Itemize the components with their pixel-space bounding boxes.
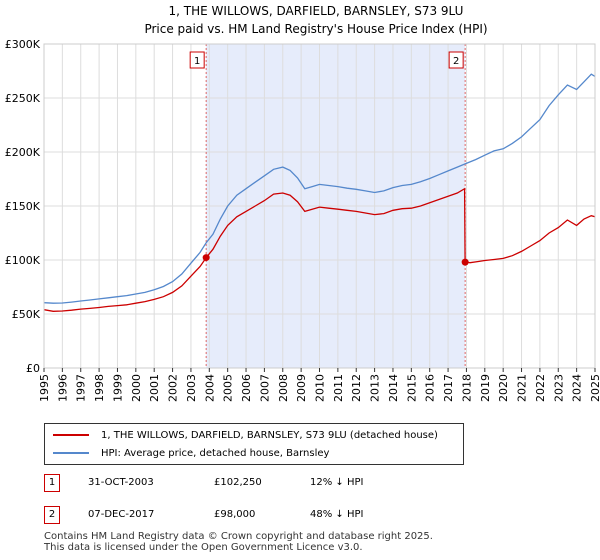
x-tick-label: 1997	[75, 374, 88, 402]
x-tick-label: 1995	[38, 374, 51, 402]
legend-item-property: 1, THE WILLOWS, DARFIELD, BARNSLEY, S73 …	[45, 426, 438, 444]
legend-label-hpi: HPI: Average price, detached house, Barn…	[101, 447, 330, 459]
sale-row-1: 1 31-OCT-2003 £102,250 12% ↓ HPI	[44, 474, 464, 494]
footer-line-2: This data is licensed under the Open Gov…	[44, 542, 363, 553]
x-tick-label: 2000	[130, 374, 143, 402]
y-tick-label: £100K	[5, 254, 41, 267]
x-tick-label: 2005	[222, 374, 235, 402]
x-tick-label: 2011	[332, 374, 345, 402]
hpi-series-line	[43, 73, 596, 304]
legend-item-hpi: HPI: Average price, detached house, Barn…	[45, 444, 329, 462]
x-tick-label: 2012	[350, 374, 363, 402]
x-tick-label: 2009	[295, 374, 308, 402]
x-tick-label: 2023	[552, 374, 565, 402]
annotation-label-2: 2	[453, 56, 459, 67]
y-tick-label: £200K	[5, 146, 41, 159]
price-chart: 1, THE WILLOWS, DARFIELD, BARNSLEY, S73 …	[5, 4, 600, 402]
sale-point-1	[202, 254, 210, 262]
x-tick-label: 2001	[148, 374, 161, 402]
x-tick-label: 2016	[424, 374, 437, 402]
x-tick-label: 2004	[203, 374, 216, 402]
x-tick-label: 2010	[314, 374, 327, 402]
sale-point-2	[461, 258, 469, 266]
x-tick-label: 1998	[93, 374, 106, 402]
sale-date-2: 07-DEC-2017	[88, 509, 155, 520]
x-tick-label: 2017	[442, 374, 455, 402]
annotation-box-1	[189, 51, 205, 69]
x-tick-label: 2006	[240, 374, 253, 402]
x-tick-label: 2021	[516, 374, 529, 402]
y-tick-label: £150K	[5, 200, 41, 213]
sale-date-1: 31-OCT-2003	[88, 477, 154, 488]
x-tick-label: 2002	[167, 374, 180, 402]
y-tick-label: £0	[26, 362, 40, 375]
y-tick-label: £50K	[12, 308, 41, 321]
legend: 1, THE WILLOWS, DARFIELD, BARNSLEY, S73 …	[44, 423, 464, 465]
sale-row-2: 2 07-DEC-2017 £98,000 48% ↓ HPI	[44, 506, 464, 526]
x-tick-label: 2008	[277, 374, 290, 402]
sale-hpi-1: 12% ↓ HPI	[310, 477, 364, 488]
legend-line-property	[53, 434, 89, 436]
x-tick-label: 2019	[479, 374, 492, 402]
y-tick-label: £250K	[5, 92, 41, 105]
plot-area: 1 2 £0 £50K £100K £150K £200K £250K £300K 1995 199…	[5, 38, 600, 402]
annotation-box-2	[448, 51, 464, 69]
x-tick-label: 2025	[589, 374, 600, 402]
x-tick-label: 1999	[111, 374, 124, 402]
x-tick-label: 2003	[185, 374, 198, 402]
legend-label-property: 1, THE WILLOWS, DARFIELD, BARNSLEY, S73 …	[101, 429, 438, 441]
x-tick-label: 2020	[497, 374, 510, 402]
sale-price-1: £102,250	[214, 477, 262, 488]
x-tick-label: 1996	[56, 374, 69, 402]
footer-line-1: Contains HM Land Registry data © Crown c…	[44, 531, 433, 542]
x-tick-label: 2014	[387, 374, 400, 402]
chart-title: 1, THE WILLOWS, DARFIELD, BARNSLEY, S73 …	[169, 4, 464, 18]
legend-line-hpi	[53, 452, 89, 454]
footer: Contains HM Land Registry data © Crown c…	[44, 531, 433, 553]
x-tick-label: 2007	[258, 374, 271, 402]
y-tick-label: £300K	[5, 38, 41, 51]
property-series-line	[43, 187, 596, 312]
x-tick-label: 2022	[534, 374, 547, 402]
sale-hpi-2: 48% ↓ HPI	[310, 509, 364, 520]
annotation-label-1: 1	[194, 56, 200, 67]
x-tick-label: 2013	[369, 374, 382, 402]
sale-price-2: £98,000	[214, 509, 256, 520]
x-tick-label: 2018	[460, 374, 473, 402]
sale-marker-1: 1	[44, 474, 60, 492]
sale-marker-2: 2	[44, 506, 60, 524]
chart-subtitle: Price paid vs. HM Land Registry's House …	[144, 22, 487, 36]
x-tick-label: 2024	[571, 374, 584, 402]
x-tick-label: 2015	[405, 374, 418, 402]
